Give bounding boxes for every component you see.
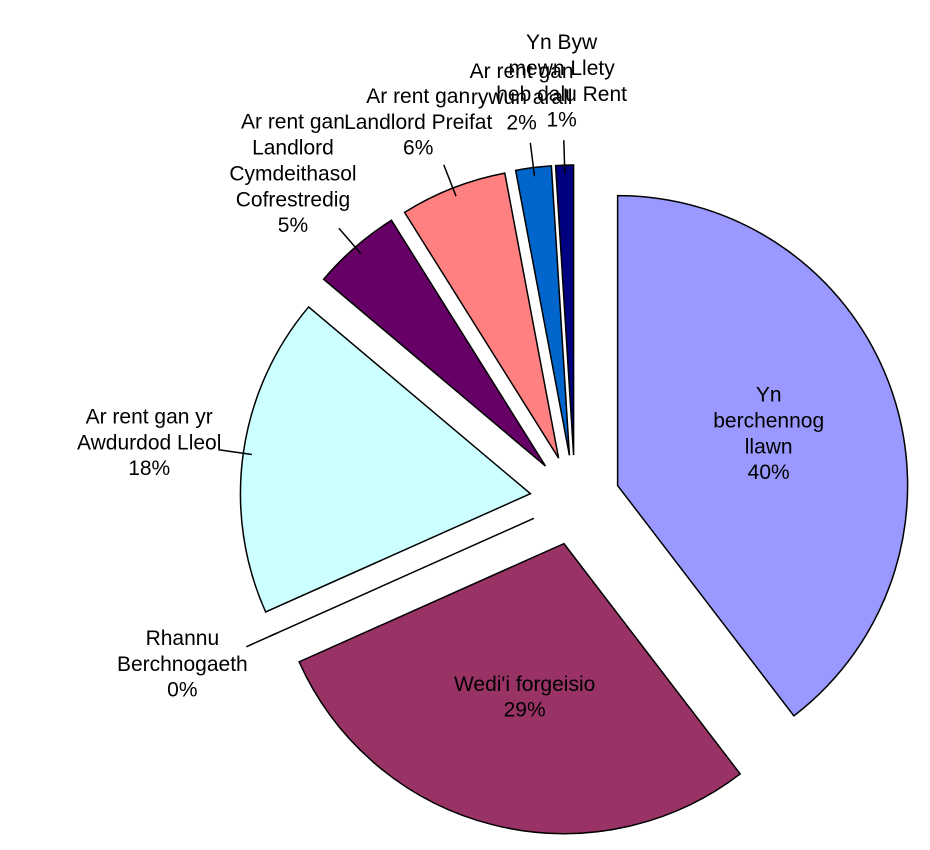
value-label: 18% (128, 457, 170, 480)
value-label: 40% (748, 461, 790, 484)
slice-label: Ar rent gan Landlord Preifat (344, 84, 492, 133)
leader-line (245, 632, 278, 648)
value-label: 1% (546, 109, 576, 132)
value-label: 5% (278, 214, 308, 237)
leader-line (563, 140, 566, 174)
leader-line (529, 142, 536, 177)
leader-line (218, 449, 252, 456)
value-label: 6% (403, 136, 433, 159)
value-label: 2% (506, 112, 536, 135)
value-label: 29% (504, 699, 546, 722)
slice-label: Wedi'i forgeisio (454, 673, 595, 696)
slice-label: Yn berchennog llawn (713, 383, 824, 458)
slice-label: Yn Byw mewn Llety heb dalu Rent (496, 31, 627, 106)
pie-slice (616, 194, 909, 717)
pie-slice (239, 305, 532, 613)
leader-line (338, 227, 362, 255)
slice-label: Ar rent gan yr Awdurdod Lleol (77, 405, 221, 454)
slice-label: Ar rent gan Landlord Cymdeithasol Cofrestre… (229, 110, 356, 211)
slice-label: Ar rent gan rywun arall (470, 60, 574, 109)
leader-line (443, 164, 457, 197)
pie-slice (298, 542, 742, 835)
value-label: 0% (167, 679, 197, 702)
slice-label: Rhannu Berchnogaeth (117, 627, 248, 676)
